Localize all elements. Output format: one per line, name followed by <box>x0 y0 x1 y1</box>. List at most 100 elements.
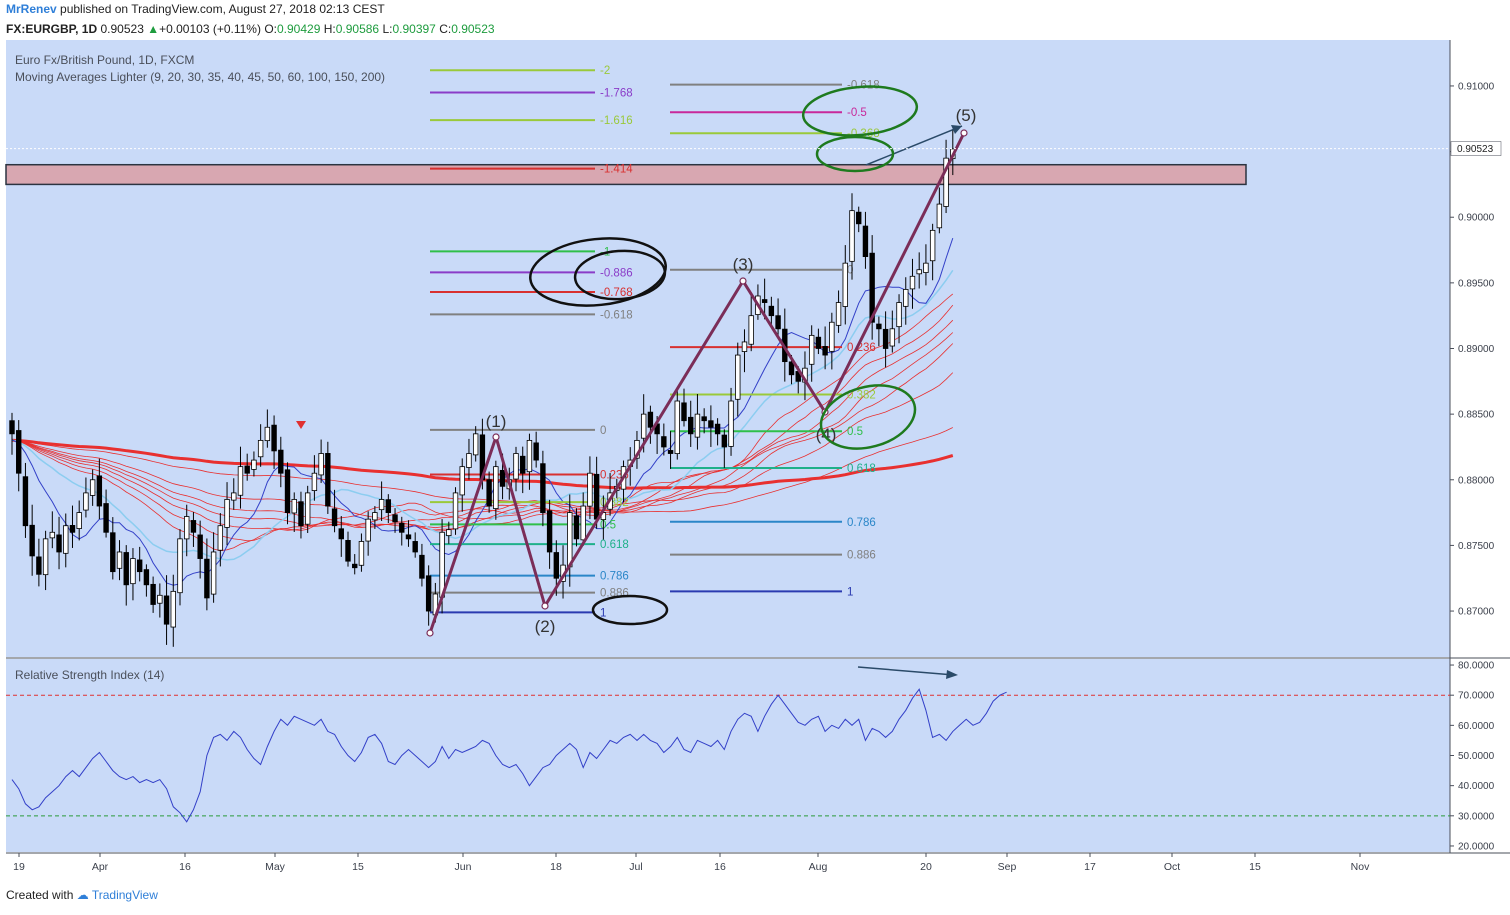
price-change: +0.00103 (+0.11%) <box>159 22 261 36</box>
time-tick-label: 15 <box>352 861 364 873</box>
candle-body <box>405 534 412 540</box>
candle-body <box>425 575 432 612</box>
close-label: C: <box>439 22 452 36</box>
fib-b-label: 0.618 <box>847 463 876 475</box>
green-circle-mark <box>815 135 895 173</box>
tradingview-logo-icon: ☁ <box>76 888 89 902</box>
candle-body <box>372 512 378 521</box>
fib-a-label: -0.618 <box>600 309 633 321</box>
tradingview-brand[interactable]: TradingView <box>91 888 158 902</box>
time-tick-label: 18 <box>550 861 562 873</box>
candle-body <box>224 499 230 528</box>
candle-body <box>69 525 76 533</box>
candle-body <box>452 492 459 530</box>
low-value: 0.90397 <box>392 22 436 36</box>
candle-body <box>943 157 949 207</box>
time-tick-label: 19 <box>13 861 25 873</box>
ma-thin-red-line <box>11 319 954 531</box>
candle-body <box>567 512 573 568</box>
candle-body <box>136 559 143 573</box>
fib-b-label: 0.786 <box>847 517 876 529</box>
candle-body <box>741 341 748 352</box>
candle-body <box>513 453 519 480</box>
candle-body <box>318 453 324 476</box>
candle-body <box>210 551 217 595</box>
candle-body <box>580 505 586 541</box>
chart-area[interactable]: 0.910000.905000.900000.895000.890000.885… <box>0 38 1510 878</box>
rsi-axis[interactable]: 80.0000 70.0000 60.0000 50.0000 40.0000 30.00… <box>6 661 1495 853</box>
price-tick-label: 0.88000 <box>1458 475 1495 486</box>
candle-body <box>378 499 385 511</box>
open-label: O: <box>264 22 277 36</box>
rsi-pane-background[interactable] <box>6 659 1450 852</box>
publish-info: MrRenev published on TradingView.com, Au… <box>6 2 385 22</box>
candle-body <box>143 569 150 586</box>
candle-body <box>385 499 392 513</box>
footer: Created with ☁ TradingView <box>6 888 158 902</box>
time-tick-label: Nov <box>1351 861 1370 873</box>
price-axis[interactable]: 0.910000.905000.900000.895000.890000.885… <box>1450 81 1495 618</box>
fib-a-label: -1.768 <box>600 88 633 100</box>
green-circle-mark <box>819 384 917 450</box>
fib-a-label: 0.5 <box>600 519 616 531</box>
candle-body <box>446 529 452 537</box>
candle-body <box>56 534 62 553</box>
candle-body <box>882 328 889 349</box>
candle-body <box>63 525 69 554</box>
fibonacci-levels[interactable]: -2-1.768-1.616-1.414-1-0.886-0.768-0.618… <box>430 65 880 619</box>
time-tick-label: Sep <box>998 861 1017 873</box>
candle-body <box>42 538 49 576</box>
resistance-zone[interactable] <box>5 163 1247 186</box>
fib-b-label: 0.236 <box>847 342 876 354</box>
trend-arrow-head <box>951 125 962 134</box>
candle-body <box>593 473 600 520</box>
candle-body <box>190 520 197 533</box>
candle-body <box>237 466 244 496</box>
candle-body <box>116 551 123 569</box>
candle-body <box>472 433 479 456</box>
rsi-tick-label: 30.0000 <box>1458 811 1495 822</box>
candle-body <box>674 400 680 455</box>
candle-body <box>130 558 136 585</box>
candle-body <box>856 211 862 225</box>
candle-body <box>694 413 701 438</box>
candle-body <box>835 302 842 326</box>
wave-point <box>541 602 549 610</box>
candle-body <box>573 515 580 540</box>
candle-body <box>903 289 909 307</box>
green-circle-mark <box>801 85 919 137</box>
fib-a-label: -0.768 <box>600 287 633 299</box>
time-tick-label: 16 <box>714 861 726 873</box>
price-tick-label: 0.87000 <box>1458 607 1495 618</box>
candle-body <box>298 501 304 527</box>
chart-svg[interactable]: 0.910000.905000.900000.895000.890000.885… <box>0 38 1510 878</box>
candle-body <box>909 275 916 290</box>
author-name[interactable]: MrRenev <box>6 2 57 16</box>
candle-body <box>412 541 418 553</box>
candle-body <box>177 538 183 594</box>
fib-b-label: 0.886 <box>847 550 876 562</box>
candle-body <box>365 518 371 542</box>
candle-body <box>842 262 848 307</box>
candle-body <box>876 323 882 330</box>
open-value: 0.90429 <box>276 22 321 36</box>
wave-label: (3) <box>733 255 754 274</box>
candle-body <box>399 522 405 533</box>
candle-body <box>936 203 943 229</box>
candle-body <box>896 302 902 328</box>
elliott-wave[interactable]: (1) (2) (3) (4) (5) <box>296 106 976 637</box>
price-tick-label: 0.87500 <box>1458 541 1495 552</box>
up-arrow-icon: ▲ <box>147 22 160 36</box>
time-tick-label: Oct <box>1164 861 1180 873</box>
candle-body <box>661 436 667 448</box>
candle-body <box>284 469 291 513</box>
candle-body <box>204 558 210 599</box>
candle-body <box>338 528 344 540</box>
candle-body <box>184 516 190 540</box>
fib-a-label: 1 <box>600 607 606 619</box>
candle-body <box>358 541 365 566</box>
candle-body <box>36 556 42 575</box>
candle-body <box>150 583 156 605</box>
black-circle-mark <box>573 249 667 301</box>
time-axis[interactable]: 19 Apr 16 May 15 Jun 18 Jul 16 Aug 20 Sep 17 Oct 15 Nov <box>13 853 1370 873</box>
